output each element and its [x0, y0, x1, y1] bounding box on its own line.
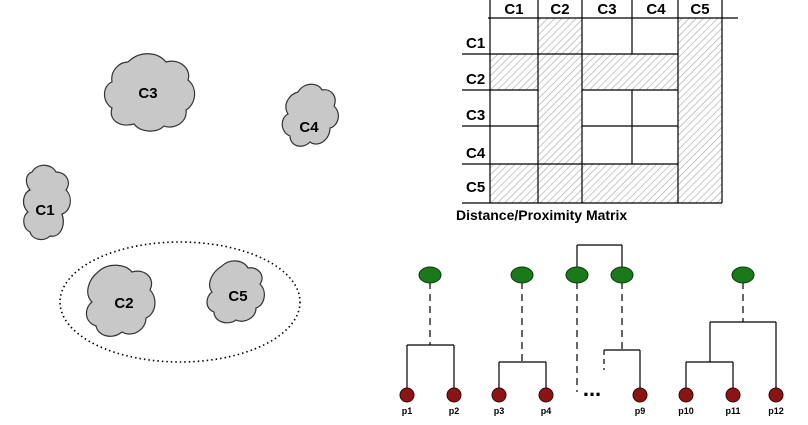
- row-header-c5: C5: [466, 179, 485, 196]
- cluster-c3-blob: [103, 53, 196, 132]
- col-header-c5: C5: [690, 1, 709, 18]
- col-header-c4: C4: [646, 1, 666, 18]
- leaf-nodes: [399, 387, 784, 403]
- cluster-c4-blob: [281, 83, 339, 147]
- matrix-caption: Distance/Proximity Matrix: [456, 207, 627, 223]
- cluster-c4-label: C4: [299, 119, 319, 136]
- cluster-c4: C4: [281, 83, 339, 147]
- cluster-c5: C5: [206, 260, 265, 324]
- leaf-labels: p1 p2 p3 p4 p9 p10 p11 p12: [402, 406, 784, 416]
- hatch-row-c2: [490, 54, 722, 90]
- cluster-c1-label: C1: [35, 202, 54, 219]
- leaf-node-p12: [768, 387, 784, 403]
- hatch-row-c5: [490, 164, 722, 203]
- cluster-c2-label: C2: [114, 295, 133, 312]
- top-node: [610, 266, 634, 284]
- top-node: [731, 266, 755, 284]
- leaf-label-p10: p10: [678, 406, 694, 416]
- col-header-c2: C2: [550, 1, 569, 18]
- leaf-label-p4: p4: [541, 406, 552, 416]
- cluster-c5-label: C5: [228, 288, 247, 305]
- col-header-c1: C1: [504, 1, 523, 18]
- leaf-node-p10: [678, 387, 694, 403]
- leaf-label-p2: p2: [449, 406, 460, 416]
- cluster-c2: C2: [85, 264, 156, 337]
- ellipsis: ...: [583, 376, 601, 401]
- leaf-label-p1: p1: [402, 406, 413, 416]
- leaf-node-p3: [491, 387, 507, 403]
- row-header-c3: C3: [466, 107, 485, 124]
- col-header-c3: C3: [597, 1, 616, 18]
- leaf-label-p11: p11: [725, 406, 740, 416]
- dendrogram: [406, 244, 777, 392]
- cluster-c1-blob: [22, 164, 71, 241]
- cluster-c1: C1: [22, 164, 71, 241]
- row-header-c1: C1: [466, 35, 485, 52]
- leaf-label-p3: p3: [494, 406, 505, 416]
- merge-ellipse: [59, 241, 301, 363]
- leaf-label-p9: p9: [635, 406, 646, 416]
- leaf-node-p1: [399, 387, 415, 403]
- matrix-grid: [462, 0, 738, 204]
- row-header-c2: C2: [466, 71, 485, 88]
- leaf-label-p12: p12: [768, 406, 784, 416]
- leaf-node-p11: [725, 387, 741, 403]
- row-header-c4: C4: [466, 145, 486, 162]
- top-node: [565, 266, 589, 284]
- leaf-node-p9: [632, 387, 648, 403]
- cluster-c2-blob: [85, 264, 156, 337]
- cluster-c3-label: C3: [138, 85, 157, 102]
- proximity-matrix: C1 C2 C3 C4 C5 C1 C2 C3 C4 C5: [456, 0, 738, 223]
- top-node: [418, 266, 442, 284]
- cluster-c3: C3: [103, 53, 196, 132]
- cluster-c5-blob: [206, 260, 265, 324]
- top-nodes: [418, 266, 755, 284]
- top-node: [510, 266, 534, 284]
- leaf-node-p2: [446, 387, 462, 403]
- leaf-node-p4: [538, 387, 554, 403]
